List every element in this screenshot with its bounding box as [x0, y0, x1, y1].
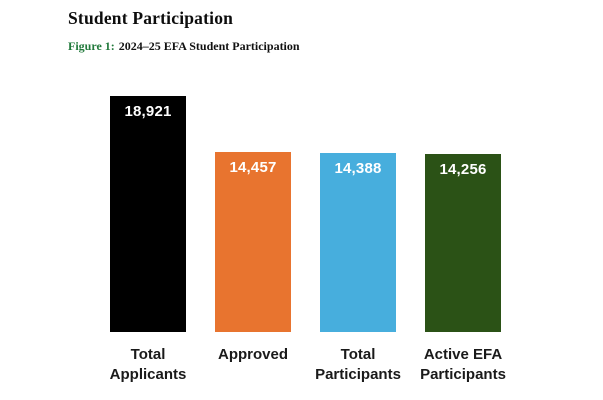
bar-chart: 18,921 Total Applicants 14,457 Approved … — [110, 96, 506, 385]
bar-value-label: 14,457 — [229, 159, 277, 176]
page-title: Student Participation — [68, 8, 234, 28]
bar-column-total-applicants: 18,921 Total Applicants — [110, 96, 186, 385]
figure-caption: Figure 1: 2024–25 EFA Student Participati… — [68, 39, 300, 54]
category-label-total-applicants: Total Applicants — [109, 346, 187, 383]
bar-column-total-participants: 14,388 Total Participants — [315, 153, 401, 385]
bar-value-label: 14,388 — [334, 160, 382, 177]
figure-label: Figure 1: — [68, 39, 115, 53]
bar-total-applicants: 18,921 — [110, 96, 186, 332]
figure-caption-text: 2024–25 EFA Student Participation — [118, 39, 300, 53]
bar-total-participants: 14,388 — [320, 153, 396, 332]
category-label-total-participants: Total Participants — [315, 346, 401, 383]
bar-value-label: 18,921 — [124, 103, 172, 120]
bar-chart-columns: 18,921 Total Applicants 14,457 Approved … — [110, 96, 506, 385]
bar-active-efa-participants: 14,256 — [425, 154, 501, 332]
bar-value-label: 14,256 — [439, 161, 487, 178]
bar-column-active-efa-participants: 14,256 Active EFA Participants — [420, 154, 506, 385]
category-label-approved: Approved — [217, 346, 288, 363]
bar-column-approved: 14,457 Approved — [215, 152, 291, 385]
bar-approved: 14,457 — [215, 152, 291, 332]
category-label-active-efa-participants: Active EFA Participants — [420, 346, 506, 383]
